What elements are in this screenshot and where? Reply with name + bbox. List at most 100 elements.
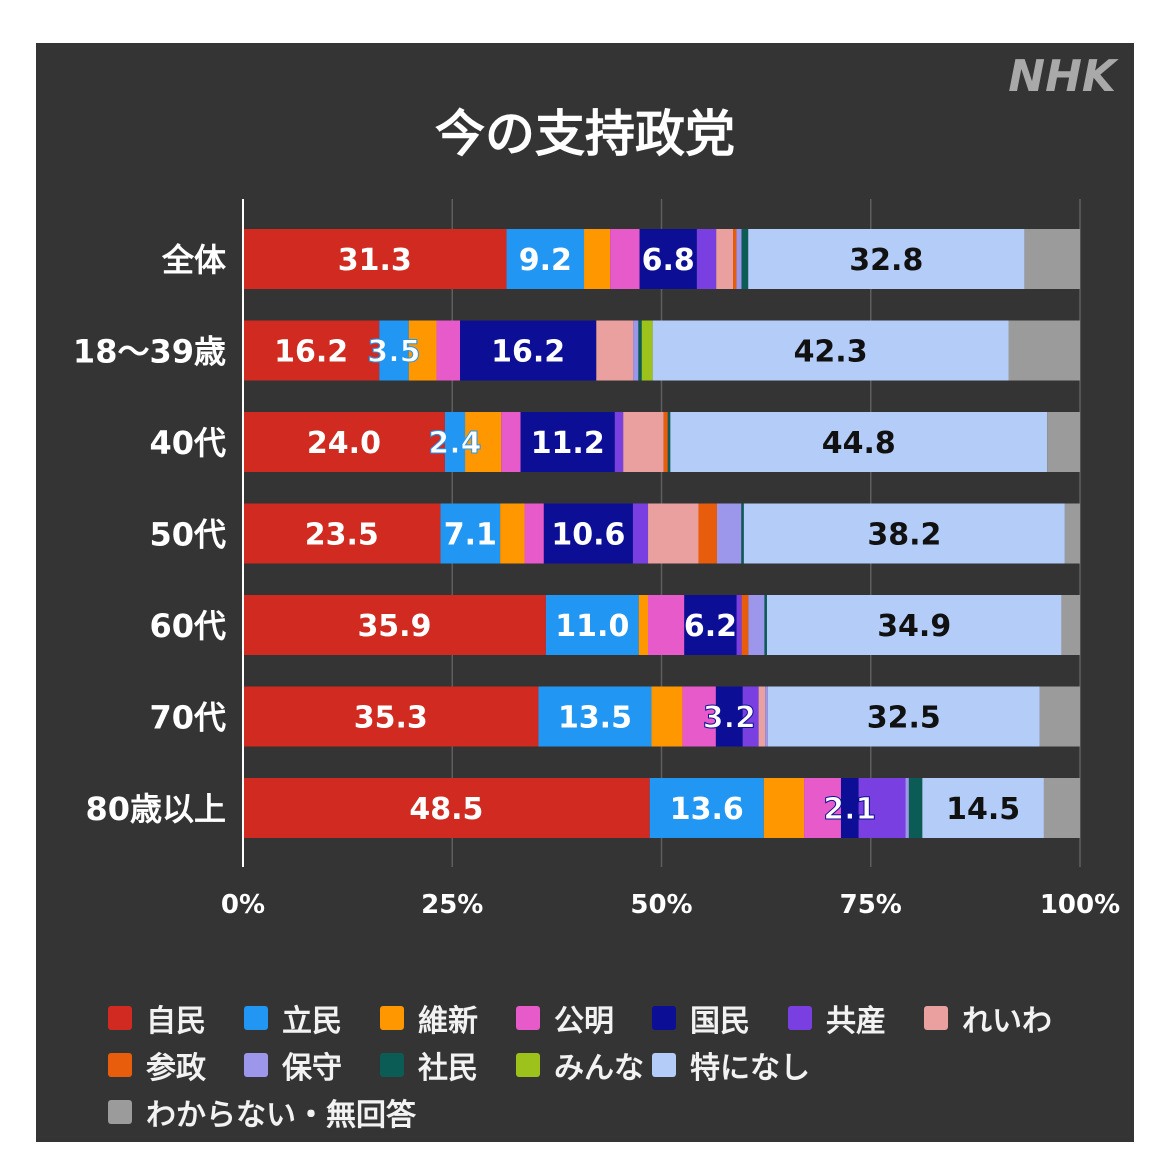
- data-label: 9.2: [519, 243, 572, 278]
- category-label: 50代: [149, 516, 226, 554]
- axes: 0% 25% 50% 75% 100% 全体 18～39歳 40代 50代 60代 70代 80歳以上: [73, 199, 1120, 920]
- legend-label: 保守: [282, 1051, 342, 1086]
- bar-segment: [764, 595, 767, 655]
- bar-segment: [243, 595, 546, 655]
- legend-label: 特になし: [690, 1051, 810, 1086]
- bar-segment: [763, 778, 805, 838]
- data-label: 11.0: [555, 609, 629, 644]
- bar-segment: [767, 686, 1040, 747]
- bar-segment: [444, 412, 466, 472]
- data-label: 24.0: [307, 426, 381, 461]
- bar-segment: [667, 412, 671, 472]
- bar-segment: [648, 503, 699, 564]
- data-label: 13.5: [558, 701, 632, 736]
- bar-segment: [520, 412, 615, 472]
- bar-segment: [743, 503, 1065, 564]
- legend-item: 維新: [380, 998, 478, 1039]
- legend-item: 保守: [244, 1045, 342, 1086]
- bar-segment: [632, 503, 649, 564]
- legend-swatch: [924, 1006, 948, 1030]
- category-label: 60代: [149, 607, 226, 645]
- bar-segment: [584, 229, 611, 289]
- bar-segment: [243, 320, 380, 381]
- bar-segment: [742, 686, 759, 747]
- legend-swatch: [244, 1006, 268, 1030]
- legend-item: 自民: [108, 998, 206, 1039]
- data-label: 10.6: [551, 518, 625, 553]
- legend-label: 自民: [146, 1004, 206, 1039]
- legend-label: れいわ: [962, 1004, 1052, 1039]
- legend-label: 参政: [146, 1051, 206, 1086]
- bar-segment: [715, 686, 743, 747]
- bar-segment: [1047, 412, 1080, 472]
- bar-segment: [741, 503, 744, 564]
- bar-segment: [663, 412, 668, 472]
- legend-swatch: [380, 1006, 404, 1030]
- bar-segment: [758, 686, 766, 747]
- bar-segment: [623, 412, 664, 472]
- bar-segment: [648, 595, 685, 655]
- bar-segment: [408, 320, 437, 381]
- bar-segment: [1024, 229, 1080, 289]
- data-label: 48.5: [409, 792, 483, 827]
- bar-segment: [379, 320, 409, 381]
- bar-segment: [543, 503, 633, 564]
- bar-segment: [652, 320, 1009, 381]
- data-label: 32.8: [849, 243, 923, 278]
- bar-segment: [243, 412, 445, 472]
- data-label: 6.2: [684, 609, 737, 644]
- data-label: 34.9: [877, 609, 951, 644]
- data-label: 23.5: [305, 518, 379, 553]
- bar-segment: [670, 412, 1048, 472]
- bar-segment: [596, 320, 634, 381]
- data-label: 44.8: [822, 426, 896, 461]
- bar-segment: [922, 778, 1044, 838]
- data-label: 42.3: [794, 335, 868, 370]
- x-tick-label: 25%: [421, 890, 483, 920]
- bar-segment: [610, 229, 640, 289]
- bar-segment: [524, 503, 544, 564]
- legend-swatch: [108, 1006, 132, 1030]
- legend-swatch: [652, 1053, 676, 1077]
- legend-item: みんな: [516, 1045, 644, 1086]
- bar-segment: [684, 595, 737, 655]
- bar-segment: [638, 595, 648, 655]
- bar-segment: [741, 229, 749, 289]
- data-label: 2.4: [428, 426, 481, 461]
- legend-swatch: [244, 1053, 268, 1077]
- legend-label: 国民: [690, 1004, 750, 1039]
- legend-label: 共産: [826, 1004, 886, 1039]
- data-label: 35.9: [357, 609, 431, 644]
- data-label: 32.5: [867, 701, 941, 736]
- category-label: 80歳以上: [85, 790, 226, 828]
- legend-label: 公明: [554, 1004, 614, 1039]
- x-tick-label: 75%: [840, 890, 902, 920]
- legend-swatch: [516, 1006, 540, 1030]
- bar-segment: [748, 595, 765, 655]
- legend-label: わからない・無回答: [146, 1098, 416, 1133]
- bar-segment: [840, 778, 859, 838]
- chart-card: 今の支持政党 NHK 31.3 9.2 6.8 32.8 16.2 3.5 16.2 42.3…: [36, 43, 1134, 1142]
- bar-segment: [908, 778, 923, 838]
- bar-segment: [765, 686, 768, 747]
- data-label: 31.3: [338, 243, 412, 278]
- bar-segment: [741, 595, 749, 655]
- legend-item: れいわ: [924, 998, 1052, 1039]
- legend-swatch: [380, 1053, 404, 1077]
- bar-segment: [243, 503, 441, 564]
- legend-item: 参政: [108, 1045, 206, 1086]
- legend-swatch: [788, 1006, 812, 1030]
- legend-swatch: [516, 1053, 540, 1077]
- bar-segment: [641, 320, 653, 381]
- bar-segment: [1039, 686, 1080, 747]
- bar-segment: [465, 412, 502, 472]
- nhk-logo: NHK: [1008, 51, 1119, 102]
- legend-swatch: [108, 1053, 132, 1077]
- bar-segment: [1061, 595, 1080, 655]
- data-label: 16.2: [274, 335, 348, 370]
- bar-segment: [651, 686, 683, 747]
- bar-segment: [460, 320, 597, 381]
- legend-item: 立民: [244, 998, 342, 1039]
- bar-segment: [696, 229, 717, 289]
- legend-item: わからない・無回答: [108, 1092, 416, 1133]
